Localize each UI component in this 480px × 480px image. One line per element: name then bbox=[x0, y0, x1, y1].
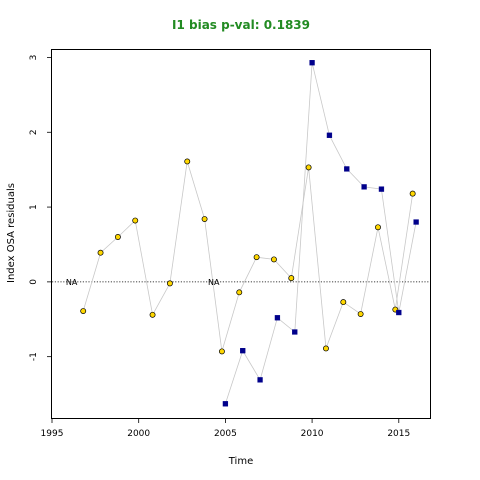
plot-frame bbox=[51, 49, 431, 419]
series-2-point bbox=[240, 348, 246, 354]
axes: 1995 2000 2005 2010 2015 -1 0 1 2 3 bbox=[29, 55, 410, 439]
series-2-line bbox=[225, 62, 417, 404]
series-1-point bbox=[114, 234, 121, 240]
x-tick-label: 2005 bbox=[214, 429, 237, 439]
series-2-point bbox=[222, 401, 229, 407]
series-2-point bbox=[361, 184, 367, 190]
series-1-point bbox=[253, 254, 260, 261]
series-2-point bbox=[396, 309, 402, 316]
series-2-point bbox=[378, 186, 385, 192]
series-1-point bbox=[409, 190, 416, 197]
y-tick-label: 1 bbox=[29, 204, 39, 210]
series-2-point bbox=[292, 329, 298, 335]
series-1-point bbox=[305, 164, 312, 171]
series-1-point bbox=[340, 299, 347, 306]
plot-area: NA NA bbox=[52, 60, 430, 407]
series-1-point bbox=[184, 158, 191, 165]
series-2-point bbox=[257, 377, 263, 383]
series-1-point bbox=[149, 311, 156, 318]
series-2-point bbox=[413, 219, 419, 225]
series-1-point bbox=[270, 256, 277, 263]
y-axis-label: Index OSA residuals bbox=[6, 183, 17, 283]
y-tick-label: 2 bbox=[29, 129, 39, 135]
series-1-point bbox=[97, 249, 104, 256]
y-tick-label: -1 bbox=[29, 352, 39, 361]
x-tick-label: 2010 bbox=[301, 429, 324, 439]
na-annotation: NA bbox=[208, 278, 220, 287]
series-1-point bbox=[166, 280, 173, 287]
series-1-point bbox=[323, 345, 329, 352]
series-1-line bbox=[82, 161, 414, 352]
series-1-point bbox=[132, 217, 139, 224]
series-1-point bbox=[201, 216, 208, 222]
chart-title: I1 bias p-val: 0.1839 bbox=[172, 18, 310, 32]
series-1-point bbox=[218, 348, 225, 355]
x-axis-label: Time bbox=[228, 456, 253, 467]
na-annotation: NA bbox=[66, 278, 78, 287]
series-2-point bbox=[326, 132, 333, 138]
x-tick-label: 2015 bbox=[387, 429, 410, 439]
series-2-point bbox=[309, 60, 315, 66]
y-tick-label: 3 bbox=[29, 55, 39, 61]
series-1-point bbox=[375, 224, 381, 231]
series-1-point bbox=[357, 311, 364, 317]
x-tick-label: 1995 bbox=[41, 429, 64, 439]
series-2-point bbox=[344, 166, 350, 172]
series-1-point bbox=[236, 289, 243, 296]
series-2-point bbox=[274, 315, 281, 321]
x-tick-label: 2000 bbox=[127, 429, 150, 439]
series-1-point bbox=[288, 275, 295, 282]
series-1-point bbox=[80, 308, 87, 314]
y-tick-label: 0 bbox=[29, 279, 39, 285]
